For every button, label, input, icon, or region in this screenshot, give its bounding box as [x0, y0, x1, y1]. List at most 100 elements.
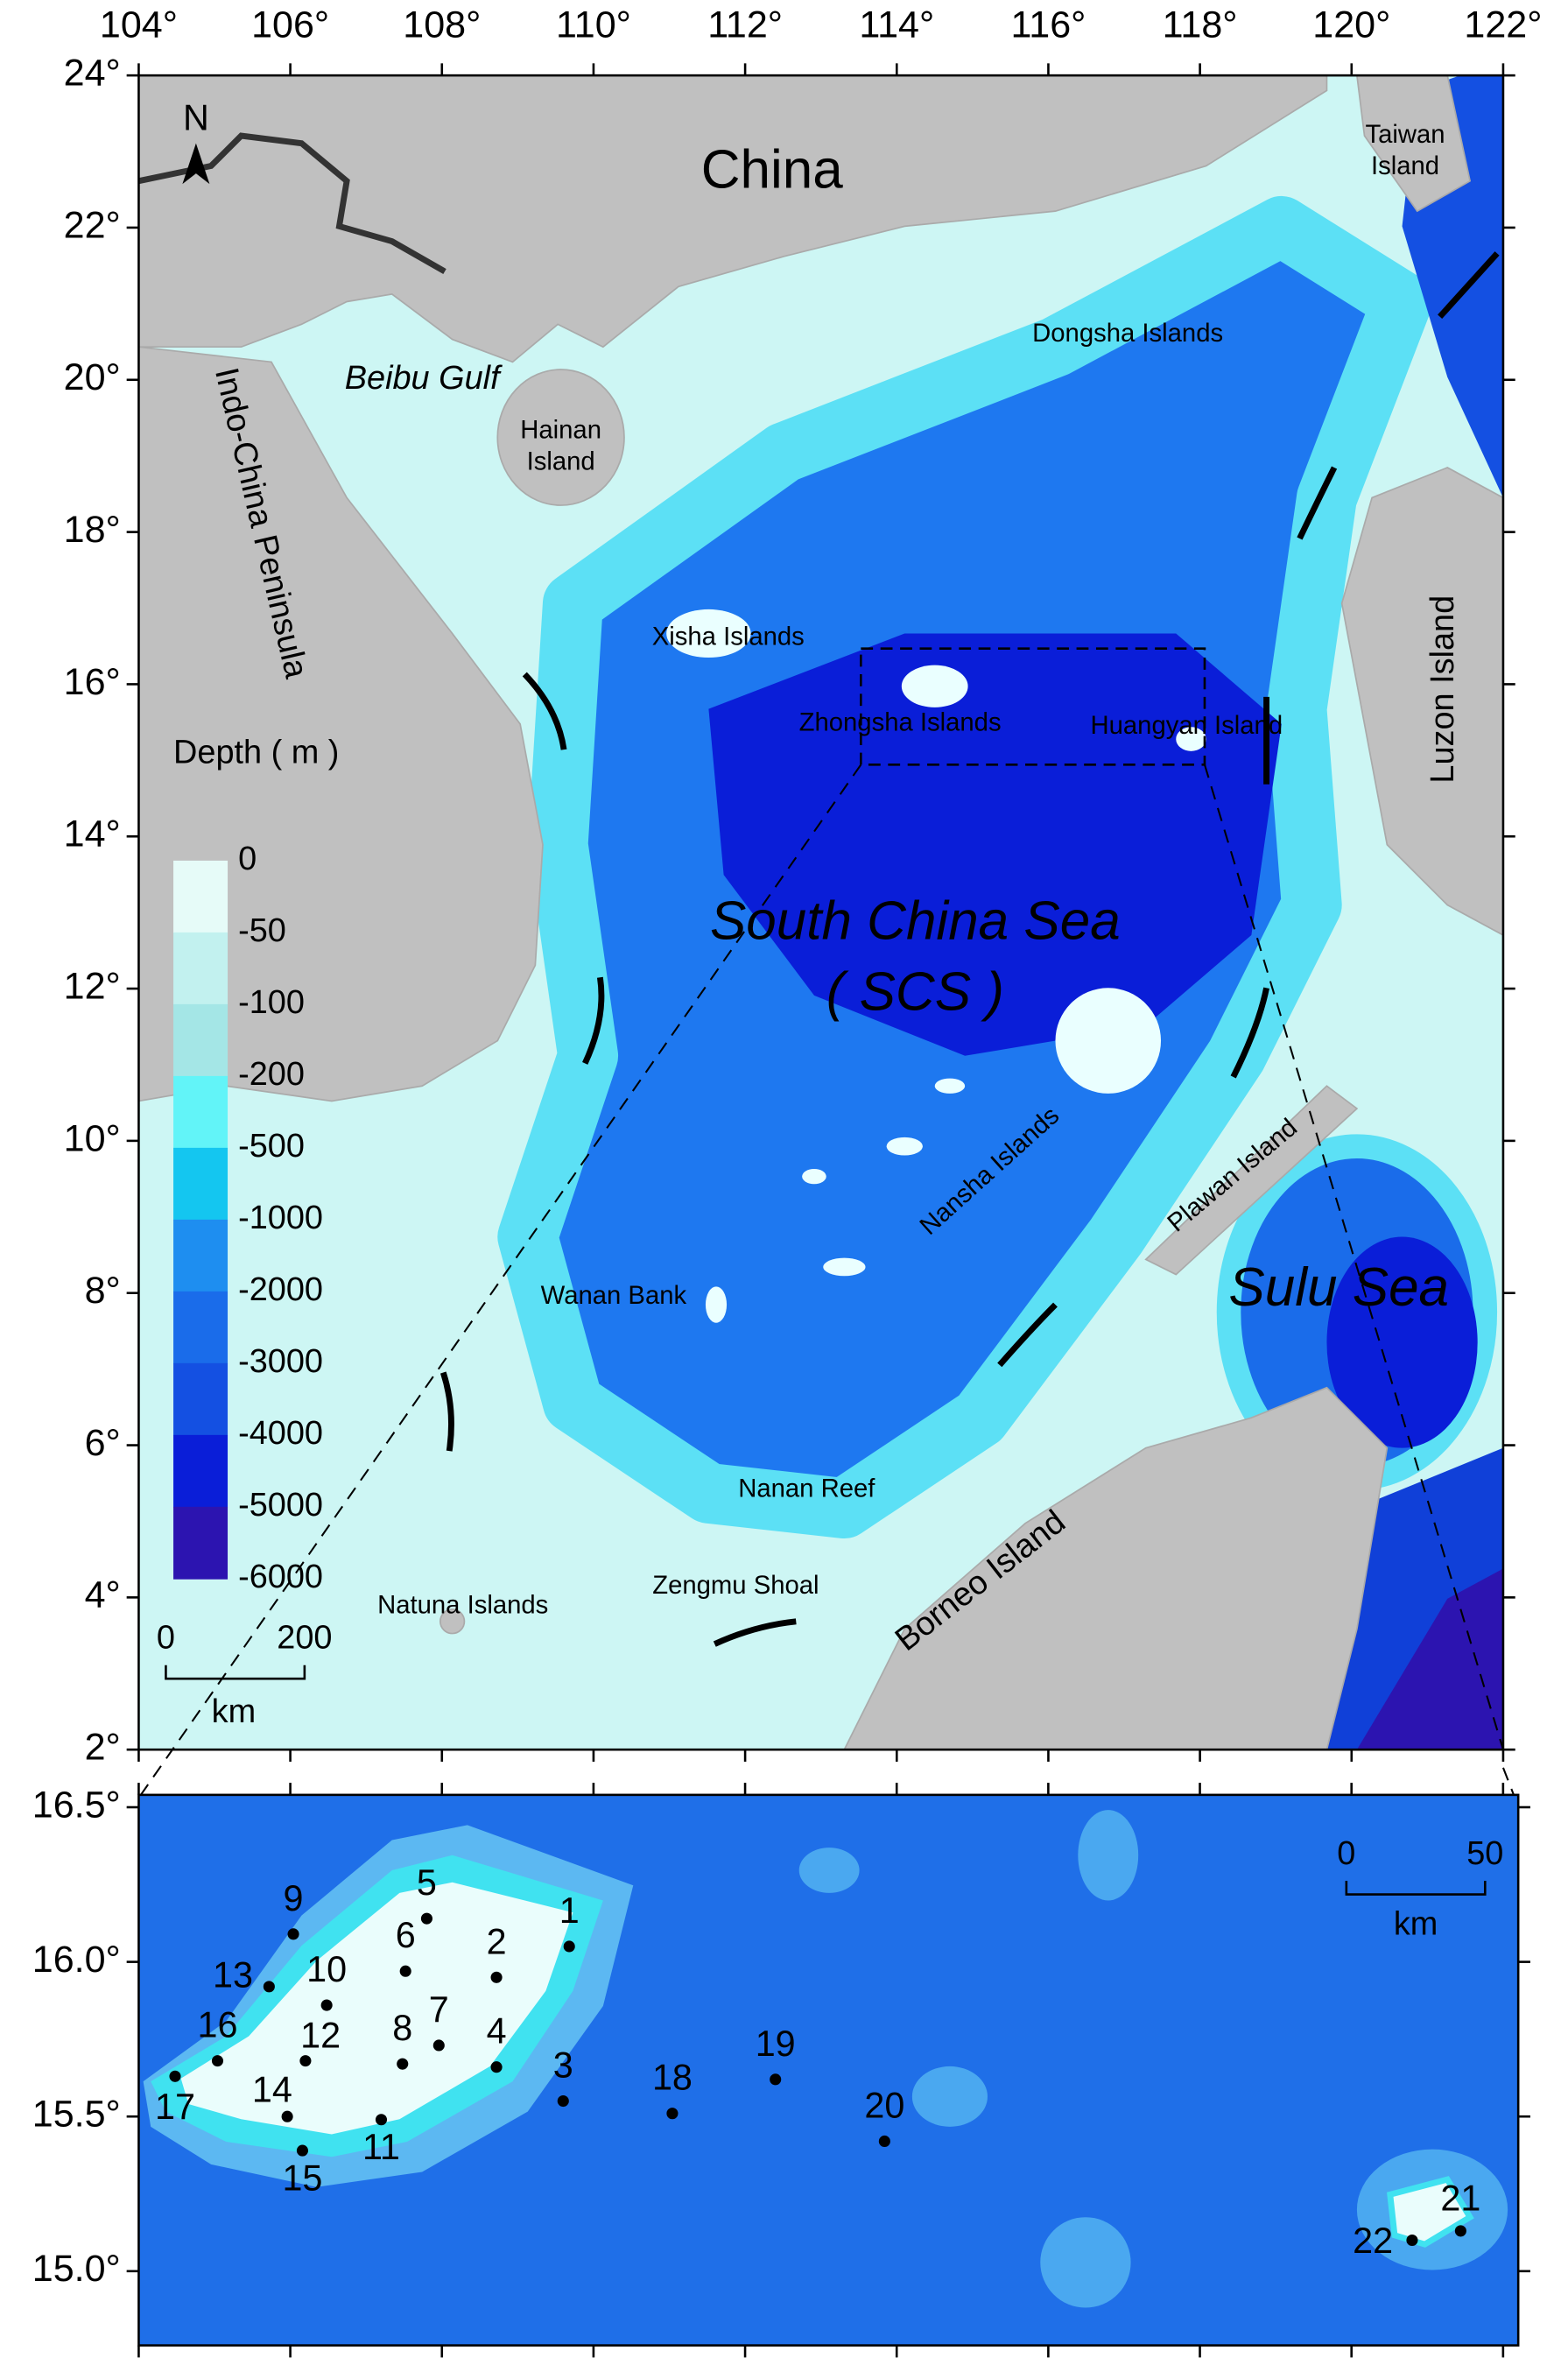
place-label: China — [701, 139, 843, 200]
legend-label: -2000 — [238, 1271, 323, 1308]
station-point — [490, 1971, 503, 1983]
station-point — [397, 2058, 409, 2070]
x-tick-label: 110° — [556, 4, 631, 46]
station-point — [420, 1912, 432, 1925]
legend-label: -50 — [238, 912, 286, 949]
station-point — [296, 2144, 308, 2157]
station-label: 19 — [756, 2024, 796, 2064]
station-point — [490, 2061, 503, 2073]
place-label: Island — [1371, 152, 1439, 180]
station-point — [878, 2135, 890, 2148]
y-tick-label: 14° — [64, 813, 121, 855]
place-label: Zhongsha Islands — [799, 709, 1002, 737]
legend-label: -5000 — [238, 1487, 323, 1524]
station-label: 10 — [306, 1949, 347, 1989]
x-tick-label: 116.0° — [843, 2361, 950, 2365]
y-tick-label: 16° — [64, 661, 121, 703]
legend-swatch — [173, 1362, 229, 1436]
station-point — [287, 1928, 299, 1940]
legend-label: -100 — [238, 984, 305, 1021]
legend-label: -6000 — [238, 1559, 323, 1595]
inset-frame — [137, 1793, 1520, 2347]
y-tick-label: 16.0° — [32, 1939, 121, 1981]
legend-label: -200 — [238, 1056, 305, 1093]
station-label: 6 — [396, 1915, 416, 1955]
y-tick-label: 15.0° — [32, 2248, 121, 2290]
x-tick-label: 104° — [100, 4, 178, 46]
station-label: 4 — [487, 2011, 507, 2052]
y-tick-label: 6° — [85, 1422, 121, 1464]
main-frame — [137, 74, 1505, 1751]
station-point — [563, 1940, 575, 1953]
legend-swatch — [173, 1219, 229, 1292]
station-label: 18 — [652, 2058, 693, 2098]
scale-label: 0 — [157, 1619, 175, 1656]
legend-title: Depth ( m ) — [173, 734, 339, 771]
legend-label: 0 — [238, 841, 257, 877]
station-label: 8 — [392, 2008, 412, 2048]
scale-unit: km — [1394, 1906, 1438, 1943]
place-label: Sulu Sea — [1228, 1257, 1449, 1318]
x-tick-label: 114.0° — [237, 2361, 344, 2365]
legend-swatch — [173, 1506, 229, 1580]
y-tick-label: 4° — [85, 1574, 121, 1616]
scale-bar: 0 50 km — [1337, 1835, 1503, 1943]
station-point — [557, 2095, 569, 2108]
station-point — [320, 1999, 333, 2011]
station-label: 3 — [553, 2045, 573, 2086]
place-label: Hainan — [520, 416, 601, 444]
legend-swatch — [173, 932, 229, 1005]
x-tick-label: 116° — [1011, 4, 1086, 46]
y-tick-label: 10° — [64, 1117, 121, 1159]
station-point — [1406, 2234, 1418, 2247]
place-label: Island — [527, 448, 595, 476]
place-label: Beibu Gulf — [345, 360, 503, 397]
station-point — [299, 2055, 312, 2067]
place-label: Nanan Reef — [738, 1475, 875, 1503]
place-label: Wanan Bank — [541, 1282, 687, 1310]
legend-label: -1000 — [238, 1200, 323, 1236]
legend-swatch — [173, 1075, 229, 1149]
legend-swatch — [173, 1291, 229, 1364]
main-map-background — [138, 75, 1503, 1750]
station-point — [169, 2070, 181, 2082]
x-tick-label: 116.5° — [995, 2361, 1102, 2365]
station-label: 12 — [300, 2016, 341, 2056]
place-label: Luzon Island — [1424, 595, 1461, 784]
north-label: N — [183, 98, 209, 138]
place-label: Dongsha Islands — [1032, 320, 1223, 348]
station-label: 14 — [252, 2070, 292, 2110]
legend: 0 -50 -100 -200 -500 -1000 -2000 -3000 -4000 -500… — [173, 788, 323, 1595]
north-arrow — [182, 143, 210, 185]
station-point — [281, 2110, 293, 2122]
station-label: 11 — [362, 2127, 400, 2167]
scale-bar: 0 200 km — [157, 1619, 333, 1729]
station-label: 5 — [417, 1862, 437, 1903]
x-tick-label: 106° — [251, 4, 329, 46]
y-tick-label: 2° — [85, 1727, 121, 1769]
scale-label: 0 — [1337, 1835, 1355, 1872]
station-label: 21 — [1440, 2178, 1480, 2218]
x-tick-label: 117.0° — [1147, 2361, 1254, 2365]
station-label: 13 — [213, 1954, 253, 1995]
x-tick-label: 122° — [1464, 4, 1542, 46]
place-label: Taiwan — [1365, 121, 1445, 149]
station-point — [211, 2055, 224, 2067]
y-tick-label: 8° — [85, 1270, 121, 1312]
connector-lines — [137, 764, 1515, 1798]
x-tick-label: 117.5° — [1298, 2361, 1405, 2365]
place-label: ( SCS ) — [826, 961, 1004, 1022]
x-tick-label: 115.0° — [540, 2361, 647, 2365]
legend-swatch — [173, 1434, 229, 1508]
station-label: 20 — [864, 2085, 904, 2125]
place-label: Xisha Islands — [652, 623, 805, 651]
y-tick-label: 22° — [64, 204, 121, 246]
station-label: 22 — [1353, 2221, 1393, 2261]
y-tick-label: 12° — [64, 965, 121, 1007]
x-tick-label: 114.5° — [389, 2361, 496, 2365]
station-point — [375, 2114, 388, 2126]
x-tick-label: 118° — [1163, 4, 1238, 46]
